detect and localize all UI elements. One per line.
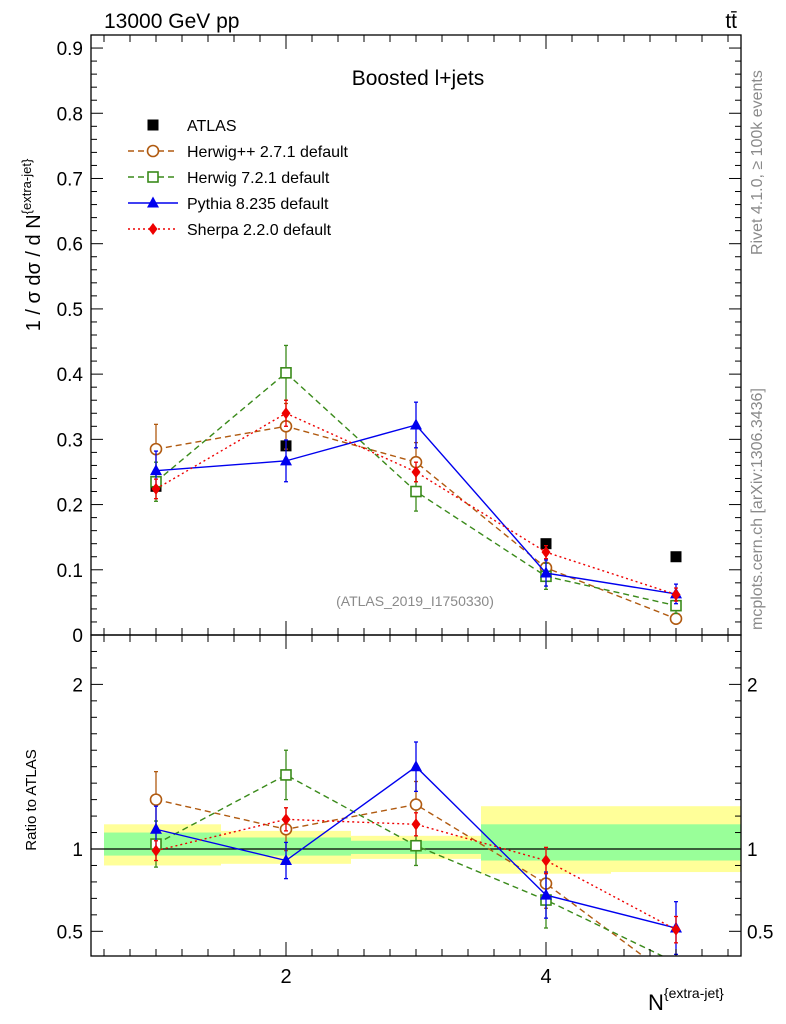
- main-line-herwig: [155, 425, 677, 620]
- ratio-band-inner: [104, 832, 221, 856]
- process-label: tt̄: [725, 10, 737, 33]
- mcplots-label: mcplots.cern.ch [arXiv:1306.3436]: [749, 388, 766, 630]
- legend: ATLAS Herwig++ 2.7.1 default Herwig 7.2.1 …: [128, 118, 349, 239]
- x-axis-title-main: N: [648, 990, 664, 1015]
- main-point-sherpa: [411, 465, 421, 478]
- main-ytick-label: 0.6: [57, 235, 83, 256]
- main-point-herwig: [669, 612, 683, 625]
- legend-entry-sherpa: Sherpa 2.2.0 default: [128, 222, 332, 239]
- main-point-atlas: [670, 551, 682, 563]
- main-panel-series: [149, 344, 683, 625]
- main-point-pythia: [280, 454, 292, 466]
- ratio-point-sherpa: [541, 854, 551, 867]
- legend-label-sherpa: Sherpa 2.2.0 default: [187, 222, 332, 239]
- legend-label-herwig: Herwig 7.2.1 default: [187, 170, 330, 187]
- main-ytick-label: 0.7: [57, 169, 83, 190]
- ratio-point-herwig: [149, 793, 163, 806]
- ratio-series-sherpa: [151, 807, 681, 944]
- ratio-ytick-label: 0.5: [57, 922, 83, 943]
- main-point-sherpa: [671, 588, 681, 601]
- ratio-y-axis-title: Ratio to ATLAS: [23, 749, 40, 850]
- ratio-point-pythia: [150, 822, 162, 834]
- main-series-sherpa: [151, 399, 681, 602]
- rivet-label: Rivet 4.1.0, ≥ 100k events: [749, 70, 766, 255]
- ratio-point-sherpa: [281, 813, 291, 826]
- main-ytick-label: 0.4: [57, 365, 84, 386]
- legend-label-herwig: Herwig++ 2.7.1 default: [187, 144, 349, 161]
- ratio-xtick-label: 4: [540, 966, 551, 988]
- ratio-point-sherpa: [671, 923, 681, 936]
- ratio-point-pythia: [540, 888, 552, 900]
- legend-entry-pythia: Pythia 8.235 default: [128, 196, 329, 213]
- panel-frames: 0 0.1 0.2 0.3 0.4 0.5 0.6 0.7 0.8 0.9 0.5 0.5 1 1 2 2 2 4: [57, 34, 773, 988]
- ratio-xtick-label: 2: [280, 966, 291, 988]
- main-point-sherpa: [151, 482, 161, 495]
- legend-marker-pythia: [147, 196, 159, 208]
- legend-entry-herwig: Herwig++ 2.7.1 default: [128, 144, 349, 161]
- legend-entry-atlas: ATLAS: [147, 118, 237, 135]
- ratio-point-sherpa: [411, 818, 421, 831]
- svg-text:1 / σ dσ / d N{extra-jet}: 1 / σ dσ / d N{extra-jet}: [19, 158, 45, 331]
- main-point-sherpa: [541, 546, 551, 559]
- ratio-ytick-label-right: 1: [747, 840, 758, 861]
- energy-label: 13000 GeV pp: [104, 10, 239, 33]
- main-ytick-label: 0.1: [57, 561, 83, 582]
- main-point-pythia: [150, 464, 162, 476]
- legend-label-atlas: ATLAS: [187, 118, 237, 135]
- ratio-point-pythia: [410, 760, 422, 772]
- legend-label-pythia: Pythia 8.235 default: [187, 196, 329, 213]
- legend-marker-herwig: [146, 144, 160, 158]
- main-point-sherpa: [281, 407, 291, 420]
- main-y-axis-title-main: 1 / σ dσ / d N: [23, 214, 45, 331]
- main-point-herwig: [280, 367, 292, 379]
- legend-entry-herwig: Herwig 7.2.1 default: [128, 170, 330, 187]
- ratio-series-herwig: [149, 770, 645, 956]
- main-ytick-label: 0.8: [57, 104, 83, 125]
- main-ytick-label: 0.9: [57, 39, 83, 60]
- ratio-ytick-label-right: 0.5: [747, 922, 773, 943]
- ratio-panel-series: [149, 741, 682, 956]
- main-y-axis-title: 1 / σ dσ / d N{extra-jet}: [19, 158, 45, 331]
- main-ytick-label: 0.2: [57, 496, 83, 517]
- legend-marker-sherpa: [148, 223, 158, 235]
- ratio-point-herwig: [409, 798, 423, 811]
- ratio-ytick-label-right: 2: [747, 675, 758, 696]
- legend-marker-herwig: [147, 171, 159, 183]
- ratio-ytick-label: 1: [72, 840, 83, 861]
- main-point-atlas: [540, 538, 552, 550]
- ratio-point-herwig: [410, 839, 422, 852]
- main-y-axis-title-sup: {extra-jet}: [19, 158, 34, 214]
- main-ytick-label: 0.5: [57, 300, 83, 321]
- main-point-herwig: [410, 485, 422, 498]
- main-title: Boosted l+jets: [352, 67, 485, 90]
- analysis-watermark: (ATLAS_2019_I1750330): [336, 593, 494, 609]
- main-point-pythia: [540, 566, 552, 578]
- main-ytick-label: 0: [72, 626, 83, 647]
- main-ytick-label: 0.3: [57, 430, 83, 451]
- x-axis-title: N{extra-jet}: [648, 985, 724, 1015]
- ratio-ytick-label: 2: [72, 675, 83, 696]
- x-axis-title-sup: {extra-jet}: [664, 985, 724, 1001]
- ratio-point-herwig: [280, 769, 292, 781]
- main-point-pythia: [410, 418, 422, 430]
- main-line-sherpa: [155, 412, 677, 596]
- ratio-point-pythia: [280, 854, 292, 866]
- legend-marker-atlas: [147, 119, 159, 131]
- ratio-point-sherpa: [151, 844, 161, 857]
- ratio-band-inner: [611, 824, 741, 861]
